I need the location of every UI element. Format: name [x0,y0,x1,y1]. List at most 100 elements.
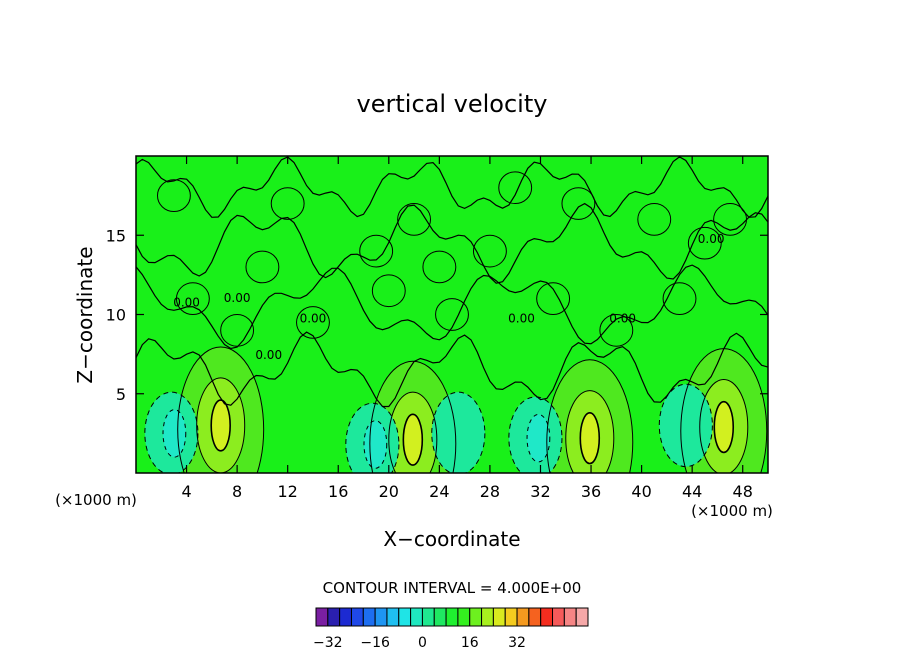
x-tick-label: 8 [232,482,242,501]
updraft-core [403,414,423,466]
contour-blob [359,234,394,268]
x-tick-label: 36 [581,482,601,501]
colorbar-swatch [421,607,435,627]
contour-blob [397,203,432,236]
updraft-contour [177,346,265,473]
x-tick-label: 28 [480,482,500,501]
contour-blob [561,187,596,220]
colorbar-swatch [410,607,423,627]
x-axis-label: X−coordinate [383,527,520,551]
colorbar-swatch [327,607,341,627]
y-axis: 5 10 15 [106,226,768,404]
y-axis-label: Z−coordinate [73,246,97,383]
colorbar-swatch [433,607,447,627]
downdraft-contour [658,383,713,468]
downdraft-contour [508,396,563,473]
updraft-contour-inner [699,378,749,473]
colorbar-swatch [398,607,412,627]
contour-blob [422,250,457,284]
colorbar-swatch [575,607,589,627]
downdraft-contour [431,391,486,473]
contour-blob [498,171,533,205]
colorbar-swatch [528,607,542,627]
updraft-core-contour [210,399,231,452]
contour-lines [136,156,768,473]
updraft-core-contour [402,413,424,466]
updraft-contour-inner [196,377,246,473]
downdraft-core-contour [526,413,551,463]
zero-contour-line [136,202,768,284]
colorbar-swatch [362,607,376,627]
updraft-contour-inner [565,390,615,473]
contour-blob [599,314,634,347]
colorbar-swatch [457,607,471,627]
contour-blob [662,282,697,315]
updraft-contour [546,359,634,473]
contour-blob [472,234,507,268]
downdraft-core-contour [363,420,388,469]
downdraft-region [431,392,485,473]
x-axis: 4 8 12 16 20 24 28 32 36 40 44 48 [181,156,753,501]
x-tick-label: 4 [181,482,191,501]
x-tick-label: 44 [682,482,702,501]
contour-label: 0.00 [173,296,200,310]
x-tick-label: 16 [328,482,348,501]
contour-label: 0.00 [609,311,636,325]
contour-blob [245,250,280,284]
colorbar-swatch [563,607,577,627]
colorbar-swatch [350,607,364,627]
y-tick-label: 5 [116,385,126,404]
colorbar-swatch [386,607,400,627]
colorbar-swatch [540,607,554,627]
contour-blob [156,179,191,212]
colorbar-tick-label: 0 [418,635,427,651]
zero-contour-line [136,156,768,218]
downdraft-core [163,409,186,458]
contour-blob [371,274,406,308]
updraft-contour-inner [388,391,438,473]
x-tick-label: 12 [278,482,298,501]
zero-contour-line [136,331,768,408]
updraft-core [580,412,600,464]
x-tick-label: 48 [733,482,753,501]
downdraft-core [363,420,387,469]
plot-area: 0.00 0.00 0.00 0.00 0.00 0.00 0.00 [136,156,768,473]
updraft-core-contour [713,400,735,454]
contour-label: 0.00 [224,291,251,305]
colorbar-swatch [552,607,565,627]
downdraft-core [527,414,550,462]
contour-interval-text: CONTOUR INTERVAL = 4.000E+00 [323,579,582,597]
updraft-core [714,401,734,453]
zero-contour-line [136,264,768,350]
colorbar-swatch [339,607,352,627]
contour-label: 0.00 [508,311,535,325]
contour-label: 0.00 [698,232,725,246]
colorbar-tick-label: −16 [360,635,390,651]
contour-blob [220,314,255,347]
colorbar-swatch [374,607,388,627]
contour-blob [296,306,330,339]
x-axis-unit-left: (×1000 m) [55,491,137,509]
colorbar-swatch [504,607,518,627]
downdraft-contour [345,402,400,473]
colorbar-swatch [469,607,483,627]
contour-blob [435,298,469,331]
contour-blob [713,203,748,236]
contour-blob [687,226,722,260]
colorbar-tick-label: 32 [508,635,526,651]
updraft-core-contour [579,411,601,465]
colorbar-swatch [445,607,459,627]
y-tick-label: 15 [106,226,126,245]
colorbar-tick-label: 16 [461,635,479,651]
colorbar-swatch [481,607,494,627]
contour-blob [270,187,305,220]
y-tick-label: 10 [106,306,126,325]
x-axis-unit-right: (×1000 m) [691,502,773,520]
contour-blob [175,282,210,315]
x-tick-label: 20 [379,482,399,501]
updraft-core [211,400,231,451]
chart-title: vertical velocity [357,90,548,118]
downdraft-region [659,384,713,467]
x-tick-label: 40 [631,482,651,501]
